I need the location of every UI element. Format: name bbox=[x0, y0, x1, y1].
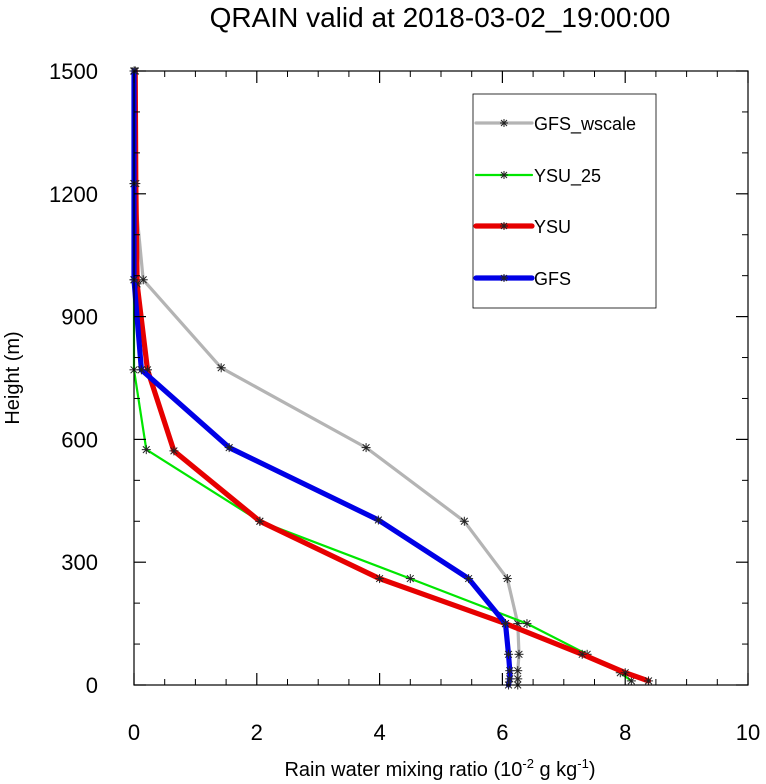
data-point-gfs bbox=[505, 674, 515, 684]
marker-stroke bbox=[217, 364, 225, 372]
marker-stroke bbox=[627, 677, 636, 685]
data-point-ysu-25 bbox=[405, 574, 415, 584]
y-axis-label: Height (m) bbox=[2, 331, 24, 424]
data-point-ysu-25 bbox=[626, 676, 636, 686]
y-tick-label: 1500 bbox=[49, 59, 98, 84]
marker-stroke bbox=[506, 675, 514, 683]
x-axis-label-exp2: -1 bbox=[577, 756, 589, 771]
x-tick-label: 4 bbox=[373, 720, 385, 745]
marker-stroke bbox=[139, 276, 147, 284]
legend-marker-ysu bbox=[500, 222, 508, 230]
x-tick-label: 6 bbox=[496, 720, 508, 745]
x-tick-label: 10 bbox=[736, 720, 760, 745]
x-tick-label: 0 bbox=[128, 720, 140, 745]
legend-label-gfs: GFS bbox=[534, 269, 571, 289]
legend-item-gfs-wscale: GFS_wscale bbox=[474, 114, 636, 135]
y-tick-label: 0 bbox=[86, 673, 98, 698]
y-tick-label: 900 bbox=[61, 305, 98, 330]
marker-stroke bbox=[142, 445, 151, 454]
x-axis-label: Rain water mixing ratio (10-2 g kg-1) bbox=[284, 756, 595, 781]
series-line-gfs-wscale bbox=[132, 69, 521, 687]
y-axis: 0 300 600 900 1200 1500 bbox=[49, 59, 748, 698]
x-axis-label-mid: g kg bbox=[534, 759, 577, 781]
legend-item-ysu-25: YSU_25 bbox=[474, 166, 601, 187]
marker-stroke bbox=[506, 666, 514, 675]
marker-stroke bbox=[514, 666, 522, 675]
marker-stroke bbox=[170, 447, 178, 455]
marker-stroke bbox=[464, 574, 473, 583]
y-tick-label: 1200 bbox=[49, 182, 98, 207]
legend-marker-gfs bbox=[500, 274, 508, 282]
x-tick-label: 8 bbox=[619, 720, 631, 745]
data-point-gfs bbox=[505, 666, 515, 676]
marker-stroke bbox=[501, 619, 510, 628]
data-point-gfs-wscale bbox=[513, 666, 523, 676]
marker-stroke bbox=[256, 517, 264, 525]
data-point-ysu bbox=[255, 516, 265, 526]
legend-items: GFS_wscale YSU_25 YSU GFS bbox=[473, 114, 636, 289]
data-point-ysu bbox=[169, 446, 179, 456]
marker-stroke bbox=[406, 574, 415, 583]
marker-stroke bbox=[504, 650, 513, 659]
data-point-gfs bbox=[504, 649, 514, 659]
data-point-gfs bbox=[136, 365, 146, 375]
data-point-gfs-wscale bbox=[513, 674, 523, 684]
y-tick-label: 600 bbox=[61, 427, 98, 452]
data-point-ysu-25 bbox=[141, 445, 151, 455]
marker-stroke bbox=[225, 443, 233, 452]
legend: GFS_wscale YSU_25 YSU GFS bbox=[472, 93, 657, 309]
marker-stroke bbox=[644, 677, 653, 685]
marker-stroke bbox=[137, 366, 146, 374]
marker-stroke bbox=[578, 650, 586, 659]
marker-stroke bbox=[500, 119, 508, 127]
data-point-ysu bbox=[375, 574, 385, 584]
x-axis-label-exp1: -2 bbox=[522, 756, 534, 771]
y-tick-label: 300 bbox=[61, 550, 98, 575]
marker-stroke bbox=[500, 171, 508, 179]
data-point-gfs-wscale bbox=[361, 443, 371, 453]
legend-label-ysu-25: YSU_25 bbox=[534, 166, 601, 187]
marker-stroke bbox=[621, 668, 629, 677]
marker-stroke bbox=[503, 574, 512, 583]
marker-stroke bbox=[515, 650, 523, 659]
x-axis-label-main: Rain water mixing ratio (10 bbox=[284, 759, 522, 781]
x-axis-label-end: ) bbox=[589, 759, 596, 781]
data-point-gfs bbox=[224, 443, 234, 453]
marker-stroke bbox=[523, 619, 531, 628]
data-point-gfs-wscale bbox=[459, 516, 469, 526]
series-line-gfs bbox=[131, 68, 513, 688]
data-point-gfs bbox=[373, 515, 383, 525]
marker-stroke bbox=[500, 274, 508, 282]
marker-stroke bbox=[375, 574, 384, 583]
data-point-gfs-wscale bbox=[138, 275, 148, 285]
marker-stroke bbox=[362, 443, 370, 452]
marker-stroke bbox=[514, 675, 522, 683]
data-point-ysu bbox=[644, 676, 654, 686]
legend-item-gfs: GFS bbox=[473, 269, 571, 289]
data-point-gfs bbox=[464, 574, 474, 584]
series-gfs-wscale bbox=[129, 66, 524, 690]
legend-label-ysu: YSU bbox=[534, 217, 571, 237]
legend-marker-ysu-25 bbox=[500, 171, 508, 179]
data-point-ysu bbox=[577, 649, 587, 659]
marker-stroke bbox=[500, 222, 508, 230]
x-tick-label: 2 bbox=[251, 720, 263, 745]
marker-stroke bbox=[374, 516, 383, 524]
legend-marker-gfs-wscale bbox=[500, 119, 508, 127]
data-point-gfs bbox=[500, 619, 510, 629]
data-point-gfs-wscale bbox=[502, 574, 512, 584]
legend-item-ysu: YSU bbox=[473, 217, 571, 237]
legend-box bbox=[472, 93, 657, 309]
data-point-gfs-wscale bbox=[216, 363, 226, 373]
chart-title: QRAIN valid at 2018-03-02_19:00:00 bbox=[210, 2, 671, 33]
data-point-ysu-25 bbox=[522, 619, 532, 629]
data-point-gfs-wscale bbox=[514, 649, 524, 659]
legend-label-gfs-wscale: GFS_wscale bbox=[534, 114, 636, 135]
x-axis: 0 2 4 6 8 10 bbox=[128, 71, 760, 745]
marker-stroke bbox=[460, 517, 469, 525]
